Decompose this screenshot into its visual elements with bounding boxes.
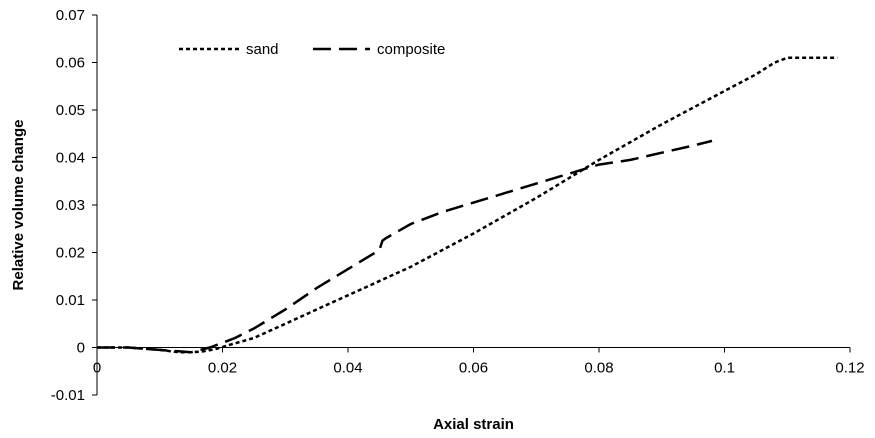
legend-label-composite: composite	[377, 41, 445, 58]
y-tick-label: 0.06	[56, 55, 85, 72]
x-tick-label: 0	[93, 360, 101, 377]
x-tick-label: 0.06	[459, 360, 488, 377]
series-group	[97, 56, 838, 354]
series-line-sand	[97, 56, 838, 354]
x-tick-label: 0.04	[333, 360, 362, 377]
y-tick-label: 0.01	[56, 292, 85, 309]
y-tick-label: 0.04	[56, 150, 85, 167]
y-tick-label: 0.03	[56, 197, 85, 214]
x-tick-label: 0.02	[208, 360, 237, 377]
y-axis-title: Relative volume change	[10, 120, 27, 291]
legend: sand composite	[179, 41, 445, 58]
y-tick-label: 0.07	[56, 7, 85, 24]
x-axis-title: Axial strain	[433, 416, 514, 433]
axes: -0.01 0 0.01 0.02 0.03 0.04 0.05 0.06 0.07 0 0.02 0…	[51, 7, 865, 404]
y-tick-label: 0.05	[56, 102, 85, 119]
x-tick-label: 0.12	[835, 360, 864, 377]
series-line-composite	[97, 139, 713, 354]
x-tick-label: 0.1	[714, 360, 735, 377]
y-tick-label: -0.01	[51, 387, 85, 404]
y-tick-label: 0.02	[56, 245, 85, 262]
y-tick-label: 0	[77, 340, 85, 357]
x-tick-label: 0.08	[584, 360, 613, 377]
legend-label-sand: sand	[246, 41, 279, 58]
